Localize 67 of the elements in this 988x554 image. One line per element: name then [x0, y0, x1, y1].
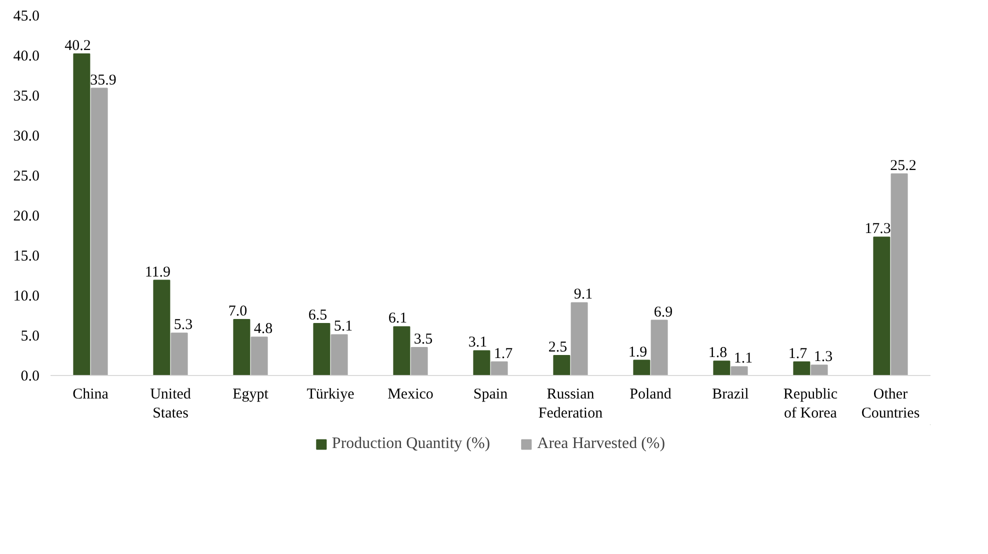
- data-label: 4.8: [254, 321, 273, 338]
- data-label: 35.9: [90, 72, 116, 88]
- data-label: 7.0: [228, 304, 248, 320]
- data-label: 5.1: [334, 318, 353, 335]
- x-tick-label: Russian Federation: [538, 386, 604, 422]
- bar: [170, 332, 188, 376]
- bar: [90, 88, 108, 376]
- data-label: 40.2: [64, 38, 91, 54]
- y-tick-label: 5.0: [20, 328, 40, 344]
- x-tick-label: United States: [150, 386, 192, 422]
- data-label: 11.9: [144, 264, 171, 280]
- y-tick-label: 40.0: [13, 48, 40, 64]
- x-tick-label: Brazil: [712, 386, 749, 402]
- data-label: 25.2: [890, 158, 916, 174]
- bar: [490, 361, 508, 376]
- data-label: 3.5: [414, 332, 433, 348]
- y-tick-label: 25.0: [13, 168, 40, 184]
- x-tick-label: Other Countries: [861, 386, 920, 422]
- bar: [553, 355, 570, 376]
- x-tick-label: Spain: [473, 386, 508, 402]
- bar: [570, 302, 588, 376]
- bar: [890, 173, 908, 376]
- x-tick-label: Egypt: [232, 386, 270, 402]
- data-label: 1.1: [734, 350, 753, 367]
- bar: [410, 347, 428, 376]
- x-tick-label: Poland: [630, 386, 672, 402]
- bar: [873, 236, 890, 376]
- bar: [393, 326, 410, 376]
- legend-label: Production Quantity (%): [332, 435, 490, 453]
- bar: [810, 364, 828, 376]
- x-tick-label: Mexico: [388, 386, 434, 402]
- bar: [730, 366, 748, 376]
- bar: [153, 280, 170, 376]
- bar: [633, 360, 650, 376]
- y-tick-label: 0.0: [20, 368, 40, 384]
- data-label: 1.8: [708, 345, 728, 362]
- bar: [313, 323, 330, 376]
- data-label: 3.1: [468, 334, 488, 351]
- data-label: 17.3: [864, 221, 891, 238]
- legend-label: Area Harvested (%): [537, 435, 666, 453]
- data-label: 5.3: [174, 317, 193, 334]
- data-label: 1.7: [494, 346, 514, 362]
- y-tick-label: 10.0: [13, 288, 40, 304]
- x-tick-label: China: [72, 386, 109, 402]
- bar: [73, 53, 90, 376]
- data-label: 2.5: [548, 340, 568, 356]
- bar: [233, 319, 250, 376]
- data-label: 6.5: [308, 308, 328, 324]
- bar: [250, 336, 268, 376]
- bar: [793, 361, 810, 376]
- data-label: 1.7: [788, 346, 808, 362]
- bar: [330, 334, 348, 376]
- y-tick-label: 35.0: [13, 88, 40, 104]
- data-label: 6.1: [388, 310, 408, 327]
- data-label: 6.9: [654, 304, 673, 320]
- x-tick-label: Türkiye: [306, 386, 355, 402]
- y-tick-label: 15.0: [13, 248, 40, 264]
- bar: [713, 360, 730, 376]
- y-tick-label: 30.0: [13, 128, 40, 144]
- y-tick-label: 45.0: [13, 8, 40, 24]
- y-tick-label: 20.0: [13, 208, 40, 224]
- data-label: 1.9: [628, 344, 648, 360]
- data-label: 1.3: [814, 349, 833, 366]
- bar: [473, 350, 490, 376]
- x-tick-label: Republic of Korea: [783, 386, 838, 422]
- bar: [650, 320, 668, 376]
- data-label: 9.1: [574, 286, 593, 303]
